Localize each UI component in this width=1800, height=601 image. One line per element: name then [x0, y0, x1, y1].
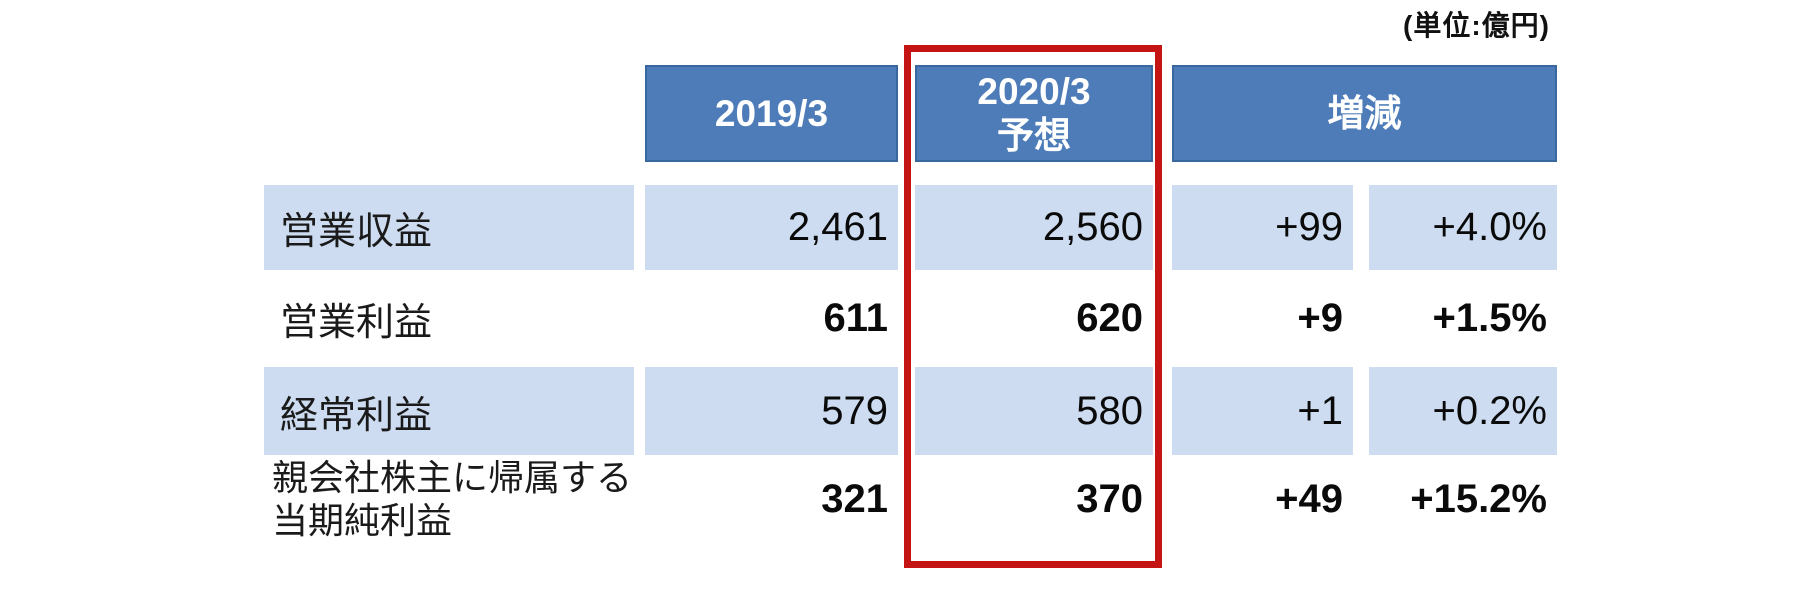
ordinary-income-change-percent: +0.2%	[1369, 367, 1557, 455]
col-header-fy2020-forecast: 2020/3 予想	[915, 65, 1153, 162]
row-label-ordinary-income: 経常利益	[264, 367, 634, 455]
ordinary-income-fy2019: 579	[645, 367, 898, 455]
operating-income-change-percent: +1.5%	[1432, 296, 1547, 340]
net-income-fy2019: 321	[821, 476, 888, 521]
operating-revenue-change-percent: +4.0%	[1369, 185, 1557, 270]
row-label-operating-income: 営業利益	[280, 302, 433, 344]
net-income-change: +49	[1275, 476, 1343, 521]
operating-revenue-fy2020-forecast: 2,560	[915, 185, 1153, 270]
operating-revenue-fy2019: 2,461	[645, 185, 898, 270]
col-header-change: 増減	[1172, 65, 1557, 162]
operating-income-fy2019: 611	[823, 296, 888, 340]
operating-income-change: +9	[1297, 296, 1343, 340]
col-header-fy2019: 2019/3	[645, 65, 898, 162]
operating-income-fy2020-forecast: 620	[1076, 296, 1143, 340]
ordinary-income-change: +1	[1172, 367, 1353, 455]
unit-label: (単位:億円)	[1403, 10, 1550, 41]
row-label-operating-revenue: 営業収益	[264, 185, 634, 270]
row-label-net-income-attributable-to-owners: 親会社株主に帰属する 当期純利益	[272, 457, 633, 541]
ordinary-income-fy2020-forecast: 580	[915, 367, 1153, 455]
net-income-change-percent: +15.2%	[1410, 476, 1547, 521]
net-income-fy2020-forecast: 370	[1076, 476, 1143, 521]
operating-revenue-change: +99	[1172, 185, 1353, 270]
